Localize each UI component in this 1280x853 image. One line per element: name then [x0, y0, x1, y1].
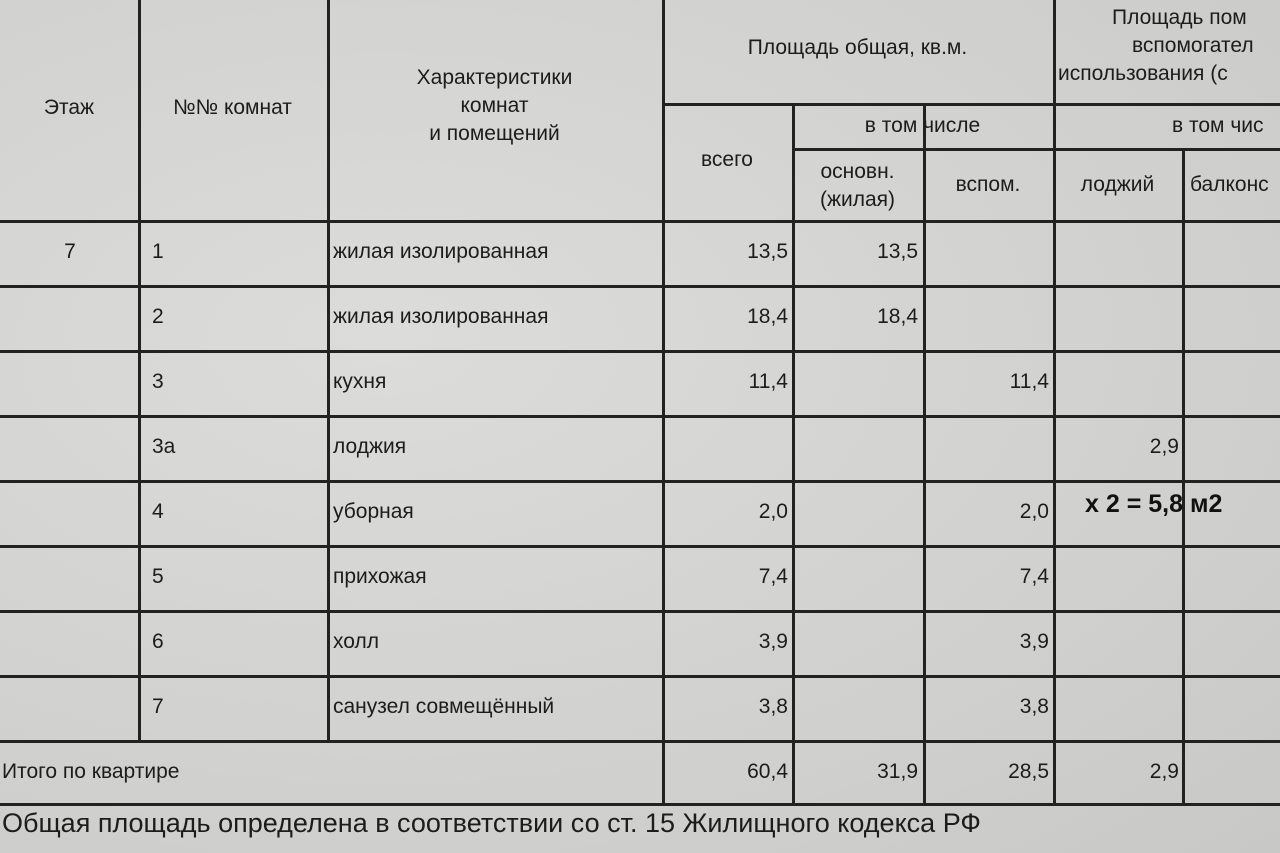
room-name: прихожая — [333, 565, 427, 588]
column-divider — [1053, 0, 1056, 805]
room-number: 4 — [152, 500, 164, 523]
room-aux-area: 3,8 — [1019, 695, 1049, 718]
room-number: 3а — [152, 435, 176, 458]
header-auxiliary: вспом. — [955, 173, 1021, 196]
header-balconies: балконс — [1190, 173, 1269, 196]
totals-loggia: 2,9 — [1149, 760, 1179, 783]
header-aux-area: использования (с — [1058, 62, 1228, 85]
row-divider — [0, 675, 1280, 678]
header-aux-area: Площадь пом — [1112, 6, 1247, 29]
floor-value: 7 — [64, 240, 76, 263]
room-name: санузел совмещённый — [333, 695, 555, 718]
column-divider — [138, 0, 141, 740]
row-divider — [0, 545, 1280, 548]
column-divider — [1182, 150, 1185, 805]
column-divider — [923, 105, 926, 805]
row-divider — [0, 285, 1280, 288]
row-divider — [0, 415, 1280, 418]
header-aux-area: вспомогател — [1132, 34, 1254, 57]
totals-total: 60,4 — [747, 760, 788, 783]
room-aux-area: 11,4 — [1009, 370, 1049, 393]
header-characteristics: комнат — [460, 94, 529, 117]
room-loggia-area: 2,9 — [1149, 435, 1179, 458]
room-number: 2 — [152, 305, 164, 328]
handwritten-annotation: х 2 = 5,8 м2 — [1085, 490, 1223, 518]
room-name: жилая изолированная — [333, 240, 549, 263]
room-number: 1 — [152, 240, 164, 263]
room-name: лоджия — [333, 435, 407, 458]
room-aux-area: 2,0 — [1019, 500, 1049, 523]
room-name: холл — [333, 630, 379, 653]
row-divider — [0, 220, 1280, 223]
room-name: кухня — [333, 370, 387, 393]
totals-main: 31,9 — [877, 760, 918, 783]
header-including: в том числе — [864, 114, 981, 137]
room-total-area: 18,4 — [747, 305, 788, 328]
header-floor: Этаж — [43, 96, 95, 119]
column-divider — [662, 0, 665, 805]
room-number: 6 — [152, 630, 164, 653]
header-including-right: в том чис — [1172, 114, 1264, 137]
room-main-area: 18,4 — [877, 305, 918, 328]
header-total: всего — [701, 148, 753, 171]
header-loggias: лоджий — [1080, 173, 1155, 196]
totals-label: Итого по квартире — [2, 760, 180, 783]
room-total-area: 13,5 — [747, 240, 788, 263]
room-name: жилая изолированная — [333, 305, 549, 328]
room-main-area: 13,5 — [877, 240, 918, 263]
room-total-area: 2,0 — [758, 500, 788, 523]
totals-aux: 28,5 — [1008, 760, 1049, 783]
row-divider — [0, 350, 1280, 353]
header-characteristics: Характеристики — [416, 66, 573, 89]
room-aux-area: 3,9 — [1019, 630, 1049, 653]
room-total-area: 7,4 — [758, 565, 788, 588]
footer-note: Общая площадь определена в соответствии … — [2, 808, 981, 838]
room-number: 7 — [152, 695, 164, 718]
room-name: уборная — [333, 500, 414, 523]
column-divider — [792, 105, 795, 805]
header-divider — [662, 103, 1280, 106]
room-number: 3 — [152, 370, 164, 393]
header-divider — [792, 148, 1280, 151]
room-total-area: 3,8 — [758, 695, 788, 718]
header-characteristics: и помещений — [429, 122, 560, 145]
header-main-living: (жилая) — [819, 188, 896, 211]
header-total-area: Площадь общая, кв.м. — [747, 36, 968, 59]
room-number: 5 — [152, 565, 164, 588]
row-divider — [0, 803, 1280, 806]
header-main-living: основн. — [820, 160, 895, 183]
column-divider — [327, 0, 330, 740]
row-divider — [0, 610, 1280, 613]
room-total-area: 11,4 — [748, 370, 788, 393]
room-aux-area: 7,4 — [1019, 565, 1049, 588]
header-rooms: №№ комнат — [173, 96, 292, 119]
row-divider — [0, 740, 1280, 743]
room-total-area: 3,9 — [758, 630, 788, 653]
row-divider — [0, 480, 1280, 483]
